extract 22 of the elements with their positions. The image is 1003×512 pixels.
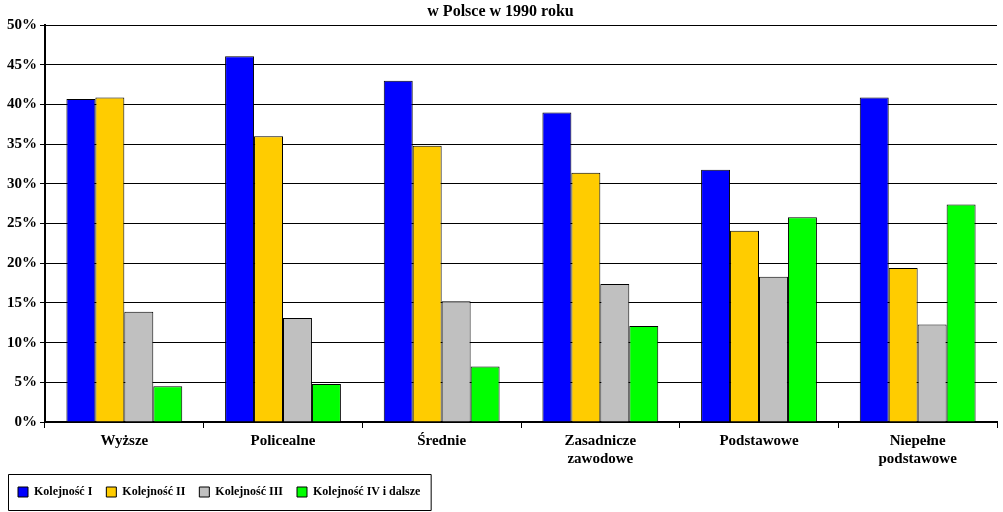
y-tick-label: 30%	[7, 174, 37, 191]
legend-label: Kolejność IV i dalsze	[313, 484, 422, 499]
x-tick-label: Średnie	[417, 431, 467, 448]
y-tick-label: 25%	[7, 214, 37, 231]
y-tick-label: 35%	[7, 135, 37, 152]
y-tick-label: 10%	[7, 333, 37, 350]
y-tick-label: 15%	[7, 293, 37, 310]
x-tick-label: Niepełne podstawowe	[878, 431, 958, 466]
legend-label: Kolejność II	[122, 484, 186, 499]
x-tick-label: Podstawowe	[719, 431, 799, 448]
legend-label: Kolejność I	[34, 484, 93, 499]
y-tick-label: 0%	[14, 412, 37, 429]
x-tick-label: Policealne	[250, 431, 316, 448]
y-tick-label: 40%	[7, 95, 37, 112]
x-tick-label: Wyższe	[100, 431, 149, 448]
y-tick-label: 20%	[7, 254, 37, 271]
y-tick-label: 45%	[7, 55, 37, 72]
chart-title: w Polsce w 1990 roku	[427, 1, 574, 19]
y-tick-label: 5%	[14, 373, 37, 390]
y-tick-label: 50%	[7, 16, 37, 33]
x-tick-label: Zasadnicze zawodowe	[564, 431, 637, 466]
legend-label: Kolejność III	[215, 484, 284, 499]
